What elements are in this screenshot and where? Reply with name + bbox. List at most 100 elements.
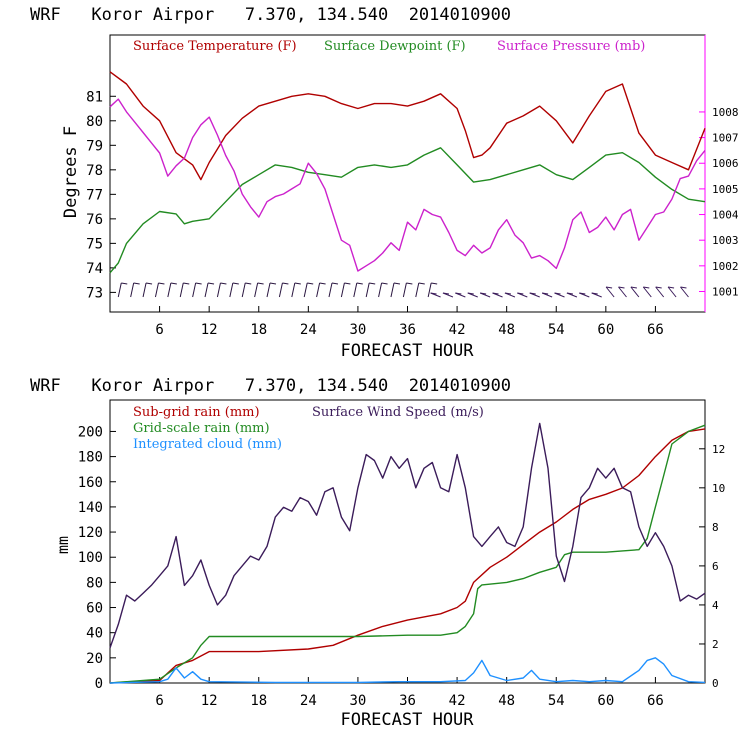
- y2-tick-label: 4: [712, 599, 719, 612]
- x-axis-label: FORECAST HOUR: [340, 710, 474, 730]
- y-tick-label: 160: [78, 475, 103, 491]
- x-tick-label: 36: [399, 693, 416, 709]
- wind-barb-feather: [655, 286, 662, 289]
- wind-barb: [667, 286, 677, 298]
- y2-tick-label: 0: [712, 677, 719, 690]
- y-axis-label: mm: [54, 536, 72, 554]
- wind-barb-feather: [381, 282, 388, 285]
- x-axis-label: FORECAST HOUR: [340, 341, 474, 361]
- wind-barb-feather: [257, 282, 264, 285]
- wind-barb-feather: [680, 286, 687, 289]
- wind-barb: [142, 282, 147, 298]
- y-tick-label: 76: [86, 212, 103, 228]
- x-tick-label: 54: [548, 322, 565, 338]
- temperature-panel: WRF Koror Airpor 7.370, 134.540 20140109…: [30, 5, 739, 361]
- x-tick-label: 48: [498, 322, 515, 338]
- wind-barb: [630, 286, 640, 298]
- wind-barb: [316, 282, 321, 298]
- wind-barb-feather: [369, 282, 376, 285]
- y2-tick-label: 1001: [712, 285, 739, 298]
- series-group: [109, 71, 706, 274]
- wind-barb-feather: [566, 292, 573, 295]
- wind-barb: [117, 282, 122, 298]
- y-tick-label: 60: [86, 601, 103, 617]
- x-tick-label: 66: [647, 693, 664, 709]
- series-line-2: [109, 147, 706, 274]
- wind-barb-feather: [504, 292, 512, 295]
- wind-barb: [642, 286, 652, 298]
- wind-barb-feather: [331, 282, 339, 285]
- wind-barb: [427, 282, 432, 298]
- precipitation-panel: WRF Koror Airpor 7.370, 134.540 20140109…: [30, 376, 725, 730]
- x-tick-label: 30: [349, 322, 366, 338]
- wind-barb: [266, 282, 271, 298]
- x-tick-label: 18: [250, 322, 267, 338]
- wind-barb: [402, 282, 407, 298]
- wind-barbs: [117, 282, 689, 298]
- legend-dewpoint: Surface Dewpoint (F): [324, 39, 466, 54]
- wind-barb-feather: [121, 282, 128, 285]
- y2-tick-label: 10: [712, 482, 725, 495]
- legend: Surface Temperature (F) Surface Dewpoint…: [133, 39, 645, 54]
- wind-barb-feather: [630, 286, 637, 289]
- wind-barb: [618, 286, 627, 298]
- wind-barb: [154, 282, 159, 298]
- x-tick-label: 48: [498, 693, 515, 709]
- wind-barb-feather: [442, 292, 450, 295]
- chart-title: WRF Koror Airpor 7.370, 134.540 20140109…: [30, 376, 511, 396]
- wind-barb: [605, 286, 615, 298]
- y2-tick-label: 1003: [712, 234, 739, 247]
- wind-barb-feather: [418, 282, 425, 285]
- y-tick-label: 140: [78, 500, 103, 516]
- series-line-1: [109, 71, 706, 181]
- y2-tick-label: 6: [712, 560, 719, 573]
- legend-integrated-cloud: Integrated cloud (mm): [133, 437, 282, 452]
- legend-subgrid-rain: Sub-grid rain (mm): [133, 405, 260, 420]
- wind-barb-feather: [667, 286, 675, 289]
- tick-group: 6 12 18 24 30 36 42 48 54 60 660204060801001201401…: [78, 424, 726, 709]
- y2-tick-label: 1006: [712, 157, 739, 170]
- wind-barb-feather: [245, 282, 252, 285]
- x-tick-label: 6: [155, 693, 163, 709]
- legend-wind-speed: Surface Wind Speed (m/s): [312, 405, 484, 420]
- x-tick-label: 12: [201, 693, 218, 709]
- wind-barb-feather: [492, 292, 499, 295]
- x-tick-label: 24: [300, 322, 317, 338]
- y-tick-label: 180: [78, 450, 103, 466]
- series-line-4: [109, 422, 706, 649]
- y2-tick-label: 12: [712, 443, 725, 456]
- y-axis-label: Degrees F: [61, 126, 81, 218]
- wind-barb: [130, 282, 135, 298]
- y-tick-label: 100: [78, 550, 103, 566]
- wind-barb: [390, 282, 395, 298]
- y2-tick-label: 1004: [712, 209, 739, 222]
- y-tick-label: 120: [78, 525, 103, 541]
- y-tick-label: 40: [86, 626, 103, 642]
- wind-barb-feather: [467, 292, 474, 295]
- wind-barb: [378, 282, 383, 298]
- series-line-1: [109, 428, 706, 684]
- wind-barb-feather: [269, 282, 277, 285]
- y-tick-label: 78: [86, 163, 103, 179]
- wind-barb: [179, 282, 184, 298]
- wind-barb-feather: [643, 286, 650, 289]
- x-tick-label: 60: [597, 693, 614, 709]
- wind-barb-feather: [431, 282, 438, 285]
- wind-barb-feather: [455, 292, 462, 295]
- y2-tick-label: 1005: [712, 183, 739, 196]
- y-tick-label: 81: [86, 89, 103, 105]
- chart-title: WRF Koror Airpor 7.370, 134.540 20140109…: [30, 5, 511, 25]
- x-tick-label: 30: [349, 693, 366, 709]
- wind-barb: [167, 282, 172, 298]
- legend: Sub-grid rain (mm) Grid-scale rain (mm) …: [133, 405, 484, 452]
- y2-tick-label: 1008: [712, 106, 739, 119]
- legend-pressure: Surface Pressure (mb): [497, 39, 645, 54]
- tick-group: 6 12 18 24 30 36 42 48 54 60 66 73 74 75 76 77 78 79 80 81 1…: [86, 89, 739, 338]
- wind-barb-feather: [195, 282, 202, 285]
- wind-barb-feather: [480, 292, 487, 295]
- series-line-2: [109, 424, 706, 684]
- wind-barb-feather: [282, 282, 289, 285]
- y-tick-label: 80: [86, 114, 103, 130]
- wind-barb-feather: [554, 292, 561, 295]
